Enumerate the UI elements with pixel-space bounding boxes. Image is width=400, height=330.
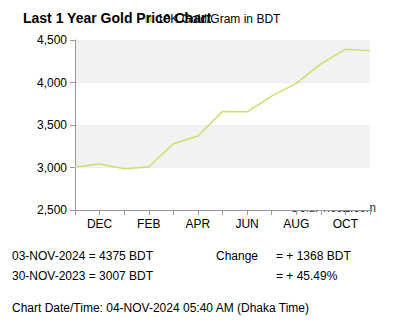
svg-text:= + 1368 BDT: = + 1368 BDT xyxy=(276,249,351,263)
svg-text:03-NOV-2024 = 4375 BDT: 03-NOV-2024 = 4375 BDT xyxy=(12,249,154,263)
svg-text:3,500: 3,500 xyxy=(37,118,67,132)
svg-text:FEB: FEB xyxy=(137,217,160,231)
svg-text:APR: APR xyxy=(186,217,211,231)
svg-text:Last 1 Year Gold Price Chart: Last 1 Year Gold Price Chart xyxy=(23,10,211,26)
svg-text:DEC: DEC xyxy=(87,217,113,231)
svg-text:10K Gold/Gram in BDT: 10K Gold/Gram in BDT xyxy=(157,12,281,26)
svg-text:Chart Date/Time: 04-NOV-2024 0: Chart Date/Time: 04-NOV-2024 05:40 AM (D… xyxy=(12,301,309,315)
svg-text:AUG: AUG xyxy=(283,217,309,231)
svg-text:= + 45.49%: = + 45.49% xyxy=(276,269,338,283)
svg-text:30-NOV-2023 = 3007 BDT: 30-NOV-2023 = 3007 BDT xyxy=(12,269,154,283)
svg-text:JUN: JUN xyxy=(235,217,258,231)
svg-text:Change: Change xyxy=(216,249,258,263)
svg-text:4,500: 4,500 xyxy=(37,33,67,47)
svg-text:OCT: OCT xyxy=(333,217,359,231)
svg-text:3,000: 3,000 xyxy=(37,161,67,175)
svg-text:2,500: 2,500 xyxy=(37,203,67,217)
svg-text:4,000: 4,000 xyxy=(37,76,67,90)
